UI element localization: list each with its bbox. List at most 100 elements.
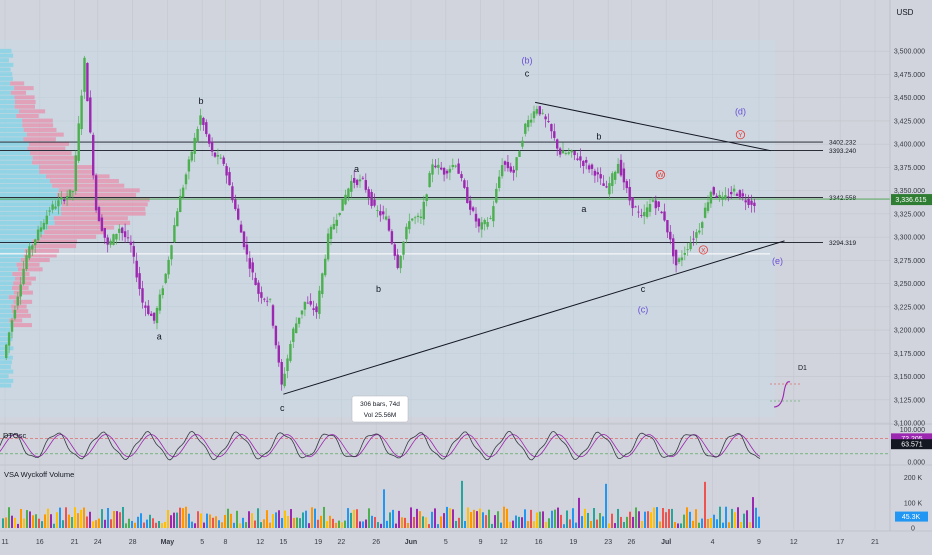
profile-bar-sell: [23, 127, 57, 132]
candle-body: [170, 245, 173, 260]
profile-bar-buy: [0, 337, 13, 342]
price-axis[interactable]: 3,500.000 3,475.000 3,450.000 3,425.000 3,40…: [889, 0, 932, 533]
profile-bar-buy: [0, 53, 14, 58]
volume-bar: [203, 522, 205, 528]
candle-body: [558, 148, 562, 155]
volume-bar: [557, 507, 559, 528]
candle-body: [306, 302, 309, 304]
volume-bar: [314, 508, 316, 528]
osc-value1-badge[interactable]: [891, 433, 932, 444]
volume-bar: [740, 521, 742, 528]
price-tick-label: 3,500.000: [894, 49, 925, 56]
current-price-badge[interactable]: [891, 194, 932, 206]
volume-bar: [500, 522, 502, 528]
candle-body: [324, 258, 327, 276]
candle-body: [141, 288, 144, 303]
candle-body: [100, 217, 104, 231]
candle-body: [663, 211, 666, 221]
candle-body: [295, 323, 298, 334]
measure-bars-text: 306 bars, 74d: [360, 401, 400, 408]
volume-bar: [128, 518, 130, 528]
candle-body: [121, 227, 124, 234]
wave-label: a: [354, 164, 359, 174]
candle-body: [442, 168, 446, 175]
volume-bar: [476, 511, 478, 528]
volume-bar: [344, 520, 346, 528]
volume-bar: [452, 509, 454, 528]
profile-bar-sell: [15, 276, 36, 281]
profile-bar-buy: [0, 364, 11, 369]
volume-bar: [296, 517, 298, 528]
candle-body: [286, 358, 289, 372]
candle-body: [77, 123, 80, 161]
volume-bar: [728, 522, 730, 528]
volume-bar: [26, 510, 28, 528]
candle-body: [431, 164, 434, 175]
volume-bar: [263, 519, 265, 528]
volume-bar: [650, 512, 652, 528]
candle-body: [74, 155, 77, 191]
candle-body: [19, 284, 22, 297]
profile-bar-sell: [17, 267, 43, 272]
candle-body: [112, 234, 115, 245]
volume-bar: [41, 521, 43, 528]
volume-bar: [62, 520, 64, 528]
volume-bar: [518, 516, 520, 528]
profile-bar-sell: [12, 271, 30, 277]
volume-bar: [563, 524, 565, 528]
profile-bar-buy: [0, 86, 15, 91]
candle-body: [263, 298, 266, 300]
candle-body: [260, 292, 263, 298]
candle-body: [7, 332, 11, 346]
volume-bar: [149, 514, 151, 528]
wave-label: (e): [772, 256, 783, 266]
profile-bar-buy: [0, 160, 33, 165]
candle-body: [335, 219, 338, 226]
volume-bar: [545, 521, 547, 528]
volume-bar: [755, 507, 757, 528]
currency-label[interactable]: USD: [897, 8, 914, 17]
candle-body: [640, 214, 643, 216]
candle-body: [567, 152, 570, 154]
volume-bar: [323, 506, 325, 528]
volume-bar: [386, 520, 388, 528]
profile-bar-sell: [10, 90, 27, 95]
candle-body: [422, 201, 425, 220]
time-tick-label: 12: [500, 539, 508, 546]
osc-value2-badge[interactable]: [891, 439, 932, 450]
volume-bar: [539, 511, 541, 528]
volume-pane: [0, 464, 932, 528]
candle-body: [179, 195, 182, 213]
candle-body: [129, 241, 133, 245]
candle-body: [303, 301, 307, 310]
candle-body: [268, 298, 272, 300]
volume-bar: [119, 512, 121, 528]
candle-body: [541, 112, 544, 114]
profile-bar-sell: [8, 295, 21, 300]
time-tick-label: 9: [479, 539, 483, 546]
time-axis[interactable]: 11 16 21 24 28 May 5 8 12 15 19 22 26 Jun 5 9 12 16 19 23 26…: [0, 530, 932, 546]
candle-body: [411, 218, 414, 221]
volume-value-badge[interactable]: [895, 511, 928, 522]
volume-bar: [272, 514, 274, 528]
candle-body: [68, 189, 72, 198]
volume-title[interactable]: VSA Wyckoff Volume: [4, 470, 74, 479]
candle-body: [706, 202, 710, 211]
volume-bar: [176, 512, 178, 528]
candle-body: [654, 200, 657, 209]
volume-bar: [647, 511, 649, 528]
volume-bar: [164, 521, 166, 528]
oscillator-title[interactable]: DTOsc: [3, 431, 26, 440]
candle-body: [393, 244, 396, 256]
candle-body: [89, 97, 92, 133]
volume-bar: [674, 522, 676, 528]
candle-body: [300, 310, 304, 315]
volume-bar: [131, 520, 133, 528]
profile-bar-sell: [40, 234, 97, 239]
candle-body: [515, 157, 518, 171]
wave-label: b: [376, 284, 381, 294]
time-tick-label: 12: [790, 539, 798, 546]
candle-body: [332, 223, 336, 230]
wave-label: (b): [522, 55, 533, 65]
